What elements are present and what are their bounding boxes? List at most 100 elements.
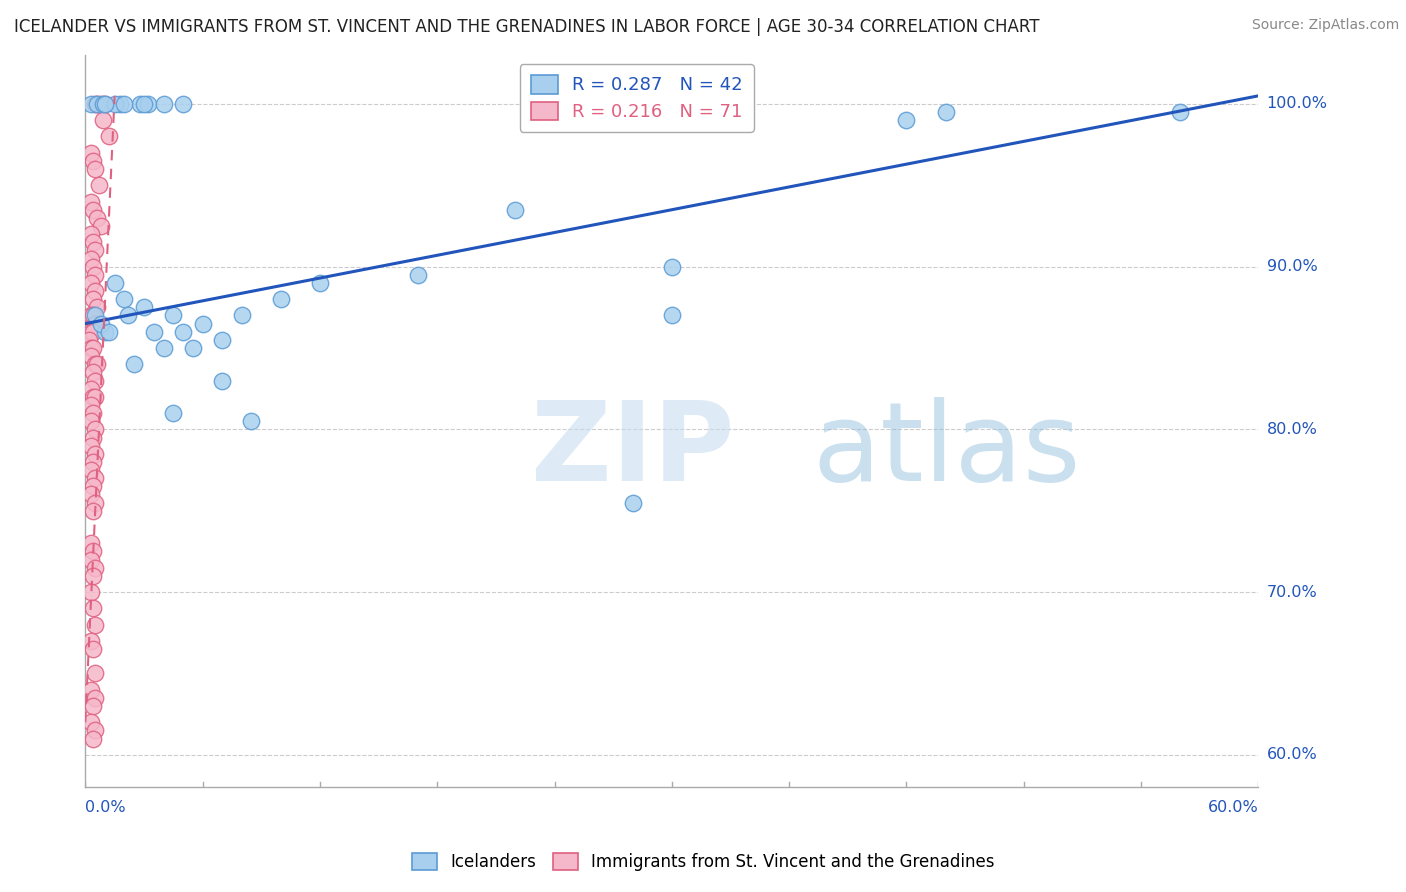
Point — [80, 349, 103, 363]
Point — [240, 414, 263, 428]
Point — [661, 260, 683, 274]
Point — [129, 97, 152, 112]
Text: ZIP: ZIP — [531, 397, 734, 504]
Point — [80, 398, 103, 412]
Point — [77, 333, 100, 347]
Point — [84, 495, 107, 509]
Point — [84, 97, 107, 112]
Point — [211, 333, 233, 347]
Point — [94, 97, 117, 112]
Text: 100.0%: 100.0% — [1267, 96, 1327, 112]
Point — [80, 682, 103, 697]
Point — [82, 642, 104, 657]
Point — [82, 406, 104, 420]
Point — [84, 309, 107, 323]
Text: Source: ZipAtlas.com: Source: ZipAtlas.com — [1251, 18, 1399, 32]
Point — [82, 479, 104, 493]
Point — [82, 544, 104, 558]
Point — [231, 309, 253, 323]
Point — [80, 276, 103, 290]
Point — [82, 698, 104, 713]
Point — [80, 382, 103, 396]
Text: 60.0%: 60.0% — [1267, 747, 1317, 763]
Point — [112, 292, 135, 306]
Point — [80, 585, 103, 599]
Point — [84, 268, 107, 282]
Point — [90, 317, 112, 331]
Text: atlas: atlas — [813, 397, 1081, 504]
Point — [84, 244, 107, 258]
Point — [80, 536, 103, 550]
Point — [80, 97, 103, 112]
Point — [84, 560, 107, 574]
Point — [91, 97, 114, 112]
Point — [84, 374, 107, 388]
Point — [132, 97, 155, 112]
Point — [84, 471, 107, 485]
Point — [94, 325, 117, 339]
Point — [132, 301, 155, 315]
Point — [82, 731, 104, 746]
Point — [406, 268, 429, 282]
Point — [80, 341, 103, 355]
Point — [94, 97, 117, 112]
Point — [86, 357, 108, 371]
Point — [309, 276, 332, 290]
Point — [621, 495, 644, 509]
Point — [152, 341, 174, 355]
Point — [82, 341, 104, 355]
Point — [122, 357, 145, 371]
Point — [80, 194, 103, 209]
Point — [505, 202, 527, 217]
Point — [82, 202, 104, 217]
Point — [82, 366, 104, 380]
Point — [152, 97, 174, 112]
Point — [82, 260, 104, 274]
Point — [84, 357, 107, 371]
Point — [87, 178, 110, 193]
Point — [1168, 105, 1191, 120]
Legend: R = 0.287   N = 42, R = 0.216   N = 71: R = 0.287 N = 42, R = 0.216 N = 71 — [520, 64, 754, 132]
Point — [80, 227, 103, 241]
Point — [84, 422, 107, 436]
Point — [80, 715, 103, 730]
Point — [91, 113, 114, 128]
Point — [82, 292, 104, 306]
Point — [82, 569, 104, 583]
Point — [97, 325, 120, 339]
Point — [82, 309, 104, 323]
Point — [80, 487, 103, 501]
Point — [110, 97, 132, 112]
Point — [104, 276, 127, 290]
Point — [80, 325, 103, 339]
Point — [82, 390, 104, 404]
Point — [82, 601, 104, 615]
Point — [82, 325, 104, 339]
Text: 70.0%: 70.0% — [1267, 584, 1317, 599]
Point — [935, 105, 957, 120]
Point — [172, 97, 194, 112]
Point — [82, 235, 104, 250]
Point — [162, 406, 184, 420]
Text: 60.0%: 60.0% — [1208, 800, 1258, 815]
Text: ICELANDER VS IMMIGRANTS FROM ST. VINCENT AND THE GRENADINES IN LABOR FORCE | AGE: ICELANDER VS IMMIGRANTS FROM ST. VINCENT… — [14, 18, 1039, 36]
Point — [82, 455, 104, 469]
Text: 90.0%: 90.0% — [1267, 260, 1317, 274]
Point — [80, 145, 103, 160]
Point — [896, 113, 918, 128]
Point — [84, 390, 107, 404]
Point — [181, 341, 204, 355]
Point — [270, 292, 292, 306]
Point — [661, 309, 683, 323]
Point — [82, 504, 104, 518]
Point — [84, 317, 107, 331]
Point — [86, 97, 108, 112]
Point — [84, 723, 107, 738]
Point — [80, 309, 103, 323]
Point — [80, 552, 103, 566]
Point — [90, 219, 112, 233]
Point — [86, 301, 108, 315]
Point — [90, 97, 112, 112]
Text: 0.0%: 0.0% — [86, 800, 127, 815]
Point — [211, 374, 233, 388]
